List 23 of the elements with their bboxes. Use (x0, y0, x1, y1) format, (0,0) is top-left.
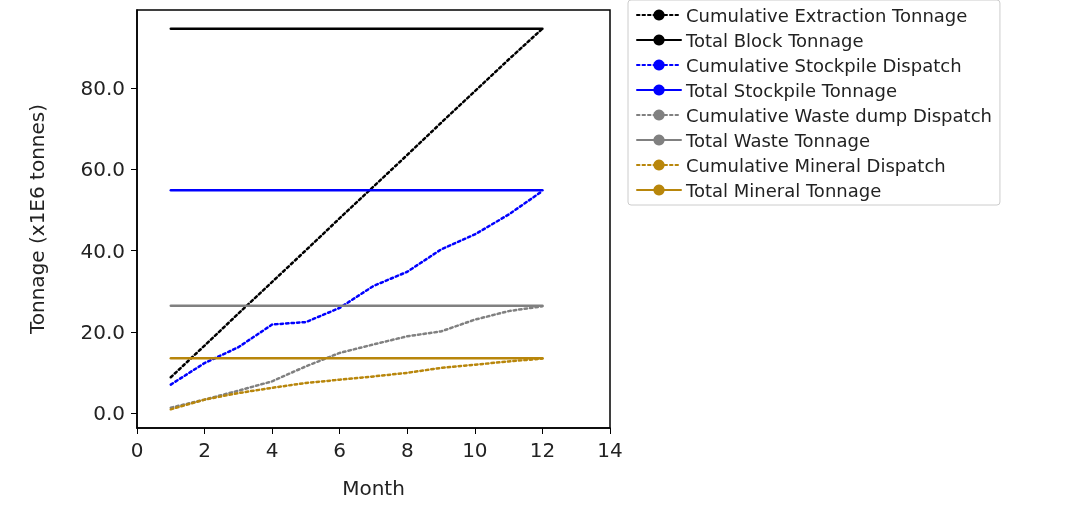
x-tick-label: 8 (400, 438, 414, 462)
y-tick-label: 60.0 (80, 157, 125, 182)
y-tick-label: 0.0 (93, 400, 125, 425)
x-axis-title: Month (342, 476, 405, 500)
legend-label: Cumulative Extraction Tonnage (686, 4, 968, 26)
legend-label: Cumulative Mineral Dispatch (686, 154, 946, 176)
y-axis-title: Tonnage (x1E6 tonnes) (25, 103, 49, 336)
legend-label: Total Stockpile Tonnage (685, 79, 898, 101)
legend-label: Cumulative Waste dump Dispatch (686, 104, 992, 126)
legend-label: Total Waste Tonnage (685, 129, 870, 151)
x-tick-label: 4 (265, 438, 279, 462)
legend-label: Cumulative Stockpile Dispatch (686, 54, 962, 76)
y-tick-label: 40.0 (80, 238, 125, 263)
x-tick-label: 0 (130, 438, 144, 462)
x-tick-label: 10 (462, 438, 488, 462)
y-tick-label: 80.0 (80, 76, 125, 101)
x-tick-label: 12 (529, 438, 556, 462)
legend-label: Total Mineral Tonnage (685, 179, 882, 201)
y-tick-label: 20.0 (80, 319, 125, 344)
x-tick-label: 14 (597, 438, 623, 462)
x-tick-label: 6 (333, 438, 347, 462)
legend-label: Total Block Tonnage (685, 29, 864, 51)
x-tick-label: 2 (198, 438, 211, 462)
